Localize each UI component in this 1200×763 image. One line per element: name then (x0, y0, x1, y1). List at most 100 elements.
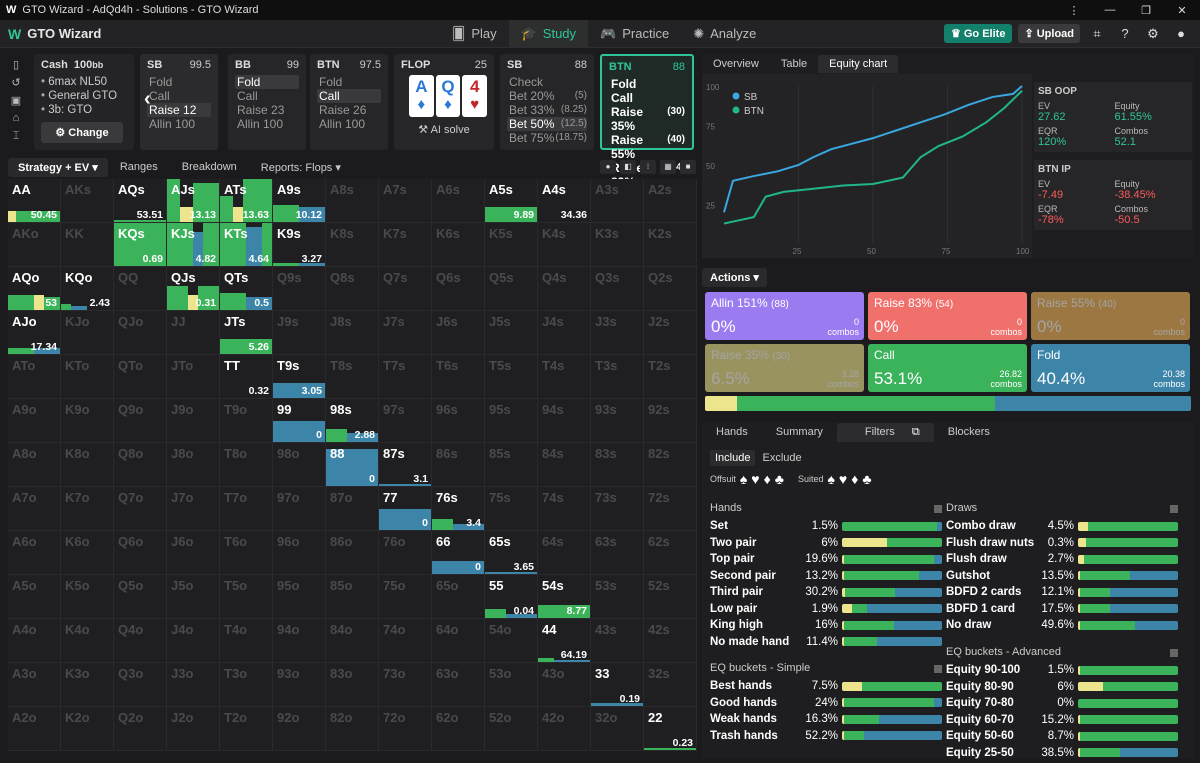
history-icon[interactable]: ↺ (11, 77, 21, 89)
tab-table[interactable]: Table (780, 58, 808, 70)
action-option[interactable]: Fold (149, 75, 173, 89)
hand-cell[interactable]: Q6o (114, 531, 167, 575)
hand-cell[interactable]: 64o (432, 619, 485, 663)
action-box[interactable]: Call 53.1% 26.82 combos (868, 344, 1027, 392)
hand-cell[interactable]: 65s 3.65 (485, 531, 538, 575)
hand-cell[interactable]: 55 0.04 (485, 575, 538, 619)
hand-cell[interactable]: A8o (8, 443, 61, 487)
filter-row[interactable]: Good hands 24% (710, 695, 942, 712)
hand-cell[interactable]: 88 0 (326, 443, 379, 487)
hand-cell[interactable]: T2s (644, 355, 697, 399)
filter-row[interactable]: Weak hands 16.3% (710, 711, 942, 728)
hand-cell[interactable]: K3s (591, 223, 644, 267)
hand-cell[interactable]: J6o (167, 531, 220, 575)
hand-cell[interactable]: T5s (485, 355, 538, 399)
hand-cell[interactable]: A8s (326, 179, 379, 223)
action-box[interactable]: Fold 40.4% 20.38 combos (1031, 344, 1190, 392)
hand-cell[interactable]: 86o (326, 531, 379, 575)
nav-play[interactable]: 🂠 Play (440, 20, 509, 47)
hand-cell[interactable]: A9s 10.12 (273, 179, 326, 223)
hand-cell[interactable]: J5o (167, 575, 220, 619)
hand-cell[interactable]: AQo 53 (8, 267, 61, 311)
hand-cell[interactable]: 73s (591, 487, 644, 531)
hand-cell[interactable]: T8s (326, 355, 379, 399)
hand-cell[interactable]: K4s (538, 223, 591, 267)
hand-cell[interactable]: 97s (379, 399, 432, 443)
hand-cell[interactable]: K2s (644, 223, 697, 267)
hand-cell[interactable]: 85s (485, 443, 538, 487)
hand-cell[interactable]: 94s (538, 399, 591, 443)
hand-cell[interactable]: 98s 2.88 (326, 399, 379, 443)
close-icon[interactable]: ✕ (1177, 4, 1187, 17)
hand-cell[interactable]: KTo (61, 355, 114, 399)
filter-row[interactable]: BDFD 1 card 17.5% (946, 601, 1178, 618)
hand-cell[interactable]: 75o (379, 575, 432, 619)
hand-cell[interactable]: 94o (273, 619, 326, 663)
hand-cell[interactable]: 62o (432, 707, 485, 751)
hand-cell[interactable]: A4o (8, 619, 61, 663)
hand-cell[interactable]: Q4s (538, 267, 591, 311)
hand-cell[interactable]: JJ (167, 311, 220, 355)
filter-row[interactable]: BDFD 2 cards 12.1% (946, 584, 1178, 601)
hand-cell[interactable]: Q9s (273, 267, 326, 311)
hand-cell[interactable]: AA 50.45 (8, 179, 61, 223)
tab-hands[interactable]: Hands (716, 426, 748, 438)
include-toggle[interactable]: Include (710, 450, 756, 466)
hand-cell[interactable]: A3s (591, 179, 644, 223)
hand-cell[interactable]: 86s (432, 443, 485, 487)
suited-diamond-icon[interactable]: ♦ (851, 471, 859, 487)
hand-cell[interactable]: AQs 53.51 (114, 179, 167, 223)
tab-reports[interactable]: Reports: Flops ▾ (260, 161, 341, 174)
filter-row[interactable]: Gutshot 13.5% (946, 568, 1178, 585)
diamond-icon[interactable]: ♦ (763, 471, 771, 487)
hand-cell[interactable]: 52s (644, 575, 697, 619)
hand-cell[interactable]: K7o (61, 487, 114, 531)
filter-row[interactable]: Best hands 7.5% (710, 678, 942, 695)
minimize-icon[interactable]: — (1104, 3, 1116, 16)
action-option[interactable]: Fold (609, 77, 685, 91)
hand-cell[interactable]: 93o (273, 663, 326, 707)
go-elite-button[interactable]: ♛ Go Elite (943, 24, 1013, 43)
actions-dropdown[interactable]: Actions ▾ (702, 268, 767, 287)
more-icon[interactable]: ⋮ (1068, 4, 1080, 17)
save-icon[interactable]: ▣ (10, 95, 22, 107)
action-option[interactable]: Call (317, 89, 381, 103)
hand-cell[interactable]: 97o (273, 487, 326, 531)
tab-strategy-ev[interactable]: Strategy + EV ▾ (8, 157, 108, 177)
hand-cell[interactable]: 72o (379, 707, 432, 751)
controller-icon[interactable]: ⌂ (12, 112, 20, 124)
filter-row[interactable]: Flush draw 2.7% (946, 551, 1178, 568)
hand-cell[interactable]: K8o (61, 443, 114, 487)
action-box[interactable]: Raise 83% (54) 0% 0 combos (868, 292, 1027, 340)
hand-cell[interactable]: 43s (591, 619, 644, 663)
hand-cell[interactable]: 43o (538, 663, 591, 707)
action-option[interactable]: Raise 55% (40) (609, 133, 685, 161)
hand-cell[interactable]: 65o (432, 575, 485, 619)
nav-study[interactable]: 🎓 Study (508, 20, 589, 47)
hand-cell[interactable]: 42s (644, 619, 697, 663)
tab-ranges[interactable]: Ranges (119, 161, 158, 173)
maximize-icon[interactable]: ❐ (1141, 4, 1151, 17)
tab-summary[interactable]: Summary (775, 426, 823, 438)
hand-cell[interactable]: Q7s (379, 267, 432, 311)
filter-row[interactable]: King high 16% (710, 617, 942, 634)
hand-cell[interactable]: Q8o (114, 443, 167, 487)
action-option[interactable]: Bet 75% (18.75) (507, 131, 587, 145)
hand-cell[interactable]: J9s (273, 311, 326, 355)
filter-row[interactable]: Trash hands 52.2% (710, 728, 942, 745)
tab-filters[interactable]: Filters ⧉ (836, 422, 934, 442)
hand-cell[interactable]: Q4o (114, 619, 167, 663)
hand-cell[interactable]: T6s (432, 355, 485, 399)
hand-cell[interactable]: J5s (485, 311, 538, 355)
hand-cell[interactable]: Q5o (114, 575, 167, 619)
hand-cell[interactable]: T3o (220, 663, 273, 707)
hand-cell[interactable]: 64s (538, 531, 591, 575)
hand-cell[interactable]: J2o (167, 707, 220, 751)
hand-cell[interactable]: 53s (591, 575, 644, 619)
exclude-toggle[interactable]: Exclude (762, 452, 802, 464)
hand-cell[interactable]: 82o (326, 707, 379, 751)
hand-cell[interactable]: Q3o (114, 663, 167, 707)
hand-cell[interactable]: 74s (538, 487, 591, 531)
hand-cell[interactable]: T9s 3.05 (273, 355, 326, 399)
collapse-icon[interactable] (934, 665, 942, 673)
